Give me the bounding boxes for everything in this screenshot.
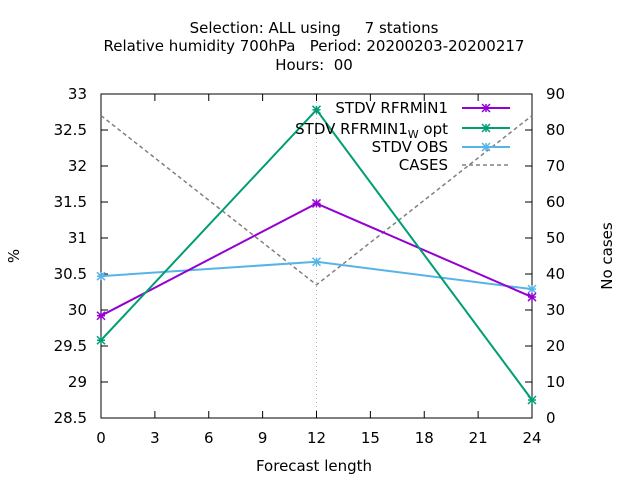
y-axis-label: % [5,249,23,263]
x-tick-label: 15 [361,429,380,447]
legend-label-3: STDV OBS [372,138,448,156]
y-tick-label: 32.5 [54,121,87,139]
chart-title: Selection: ALL using 7 stations Relative… [104,19,525,74]
y-axis-ticks: 28.5 29 29.5 30 30.5 31 31.5 32 32.5 33 [54,85,108,427]
legend-label-4: CASES [399,156,448,174]
series-1 [96,198,537,321]
y2-tick-label: 60 [546,193,565,211]
data-point [527,284,537,294]
y-tick-label: 29 [68,373,87,391]
data-point [311,257,322,267]
y-tick-label: 33 [68,85,87,103]
title-line-2: Relative humidity 700hPa Period: 2020020… [104,37,525,55]
y-tick-label: 29.5 [54,337,87,355]
x-tick-label: 12 [307,429,326,447]
x-tick-label: 6 [204,429,214,447]
series-4 [100,115,533,286]
legend: STDV RFRMIN1 STDV RFRMIN1W opt STDV OBS … [295,99,510,174]
legend-marker-2 [481,123,491,133]
series-3 [96,257,537,294]
x-tick-label: 18 [415,429,434,447]
x-tick-label: 21 [469,429,488,447]
y2-tick-label: 70 [546,157,565,175]
data-point [527,395,537,405]
y2-tick-label: 30 [546,301,565,319]
title-line-3: Hours: 00 [275,56,353,74]
data-point [96,335,106,345]
y-tick-label: 31 [68,229,87,247]
legend-marker-1 [481,103,491,113]
x-tick-label: 24 [522,429,541,447]
legend-samples [462,103,510,166]
legend-marker-3 [481,142,491,152]
legend-label-2: STDV RFRMIN1W opt [295,120,448,141]
x-tick-label: 3 [150,429,160,447]
legend-label-2-tail: opt [419,120,448,138]
data-point [96,311,106,321]
y2-tick-label: 40 [546,265,565,283]
y2-tick-label: 50 [546,229,565,247]
title-line-1: Selection: ALL using 7 stations [190,19,439,37]
data-point [311,105,322,115]
x-axis-label: Forecast length [256,457,372,475]
y2-tick-label: 20 [546,337,565,355]
data-point [311,198,322,208]
y2-tick-label: 10 [546,373,565,391]
plot-frame [100,93,533,419]
legend-label-2-sub: W [408,128,419,141]
x-tick-label: 9 [258,429,268,447]
series-layer [96,105,537,405]
data-point [96,271,106,281]
x-tick-label: 0 [96,429,106,447]
y-tick-label: 30 [68,301,87,319]
y-tick-label: 32 [68,157,87,175]
data-point [527,292,537,302]
y2-axis-ticks: 0 10 20 30 40 50 60 70 80 90 [525,85,565,427]
legend-label-2-main: STDV RFRMIN1 [295,120,408,138]
y2-tick-label: 80 [546,121,565,139]
y-tick-label: 31.5 [54,193,87,211]
series-line-4 [100,115,533,286]
y2-tick-label: 0 [546,409,556,427]
series-2 [96,105,537,405]
y-tick-label: 28.5 [54,409,87,427]
x-axis-ticks: 0 3 6 9 12 15 18 21 24 [96,94,542,447]
y2-tick-label: 90 [546,85,565,103]
legend-label-1: STDV RFRMIN1 [335,99,448,117]
y-tick-label: 30.5 [54,265,87,283]
y2-axis-label: No cases [598,222,616,290]
